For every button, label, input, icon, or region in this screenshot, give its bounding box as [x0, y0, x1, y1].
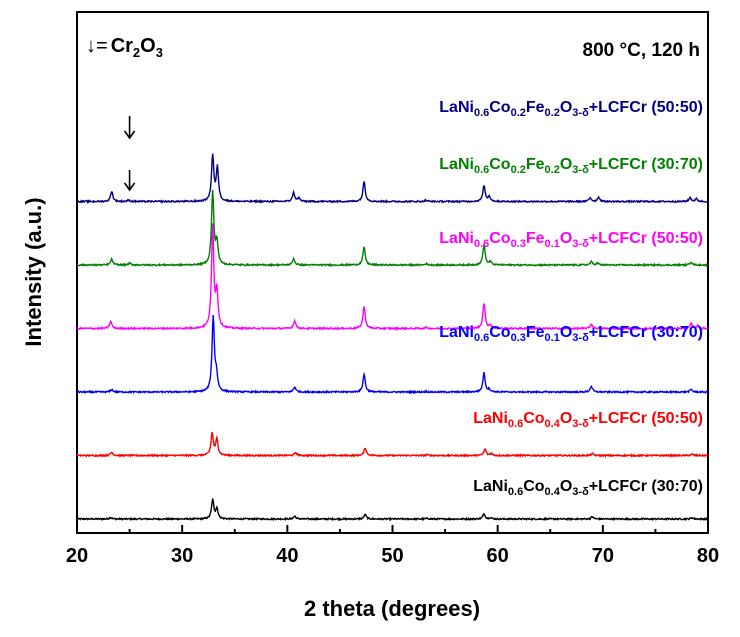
legend-symbol: Cr: [111, 35, 133, 57]
cr2o3-markers: [123, 116, 136, 192]
legend-mid: O: [140, 35, 156, 57]
series-labels: LaNi0.6Co0.4O3-δ+LCFCr (30:70) LaNi0.6Co0…: [439, 99, 703, 498]
series-label-3: LaNi0.6Co0.3Fe0.1O3-δ+LCFCr (30:70): [439, 324, 703, 344]
legend-equals: =: [96, 35, 108, 57]
cr2o3-arrowhead-1: [123, 130, 136, 140]
legend-sub1: 2: [133, 45, 140, 60]
x-tick-label: 70: [592, 545, 614, 567]
svg-text:↓=Cr2O3: ↓= Cr2O3: [86, 35, 163, 60]
series-trace-3: [76, 314, 709, 395]
series-trace-2: [76, 431, 709, 458]
series-label-5: LaNi0.6Co0.2Fe0.2O3-δ+LCFCr (30:70): [439, 156, 703, 176]
legend-cr2o3: ↓= Cr2O3: [86, 35, 163, 60]
x-tick-label: 50: [381, 545, 403, 567]
series-trace-4: [76, 223, 709, 331]
series-label-2: LaNi0.6Co0.4O3-δ+LCFCr (50:50): [473, 410, 703, 430]
y-axis-label: Intensity (a.u.): [21, 197, 46, 346]
x-ticks: 20 30 40 50 60 70 80: [66, 525, 719, 567]
x-tick-label: 40: [276, 545, 298, 567]
series-label-6: LaNi0.6Co0.2Fe0.2O3-δ+LCFCr (50:50): [439, 99, 703, 119]
x-tick-label: 30: [171, 545, 193, 567]
traces: [76, 153, 709, 522]
legend-arrow-icon: ↓: [86, 35, 96, 57]
series-trace-6: [76, 153, 709, 205]
x-axis-label: 2 theta (degrees): [304, 596, 480, 621]
x-tick-label: 80: [697, 545, 719, 567]
series-trace-5: [76, 189, 709, 268]
series-trace-1: [76, 498, 709, 522]
x-tick-label: 20: [66, 545, 88, 567]
legend-sub2: 3: [156, 45, 163, 60]
series-label-1: LaNi0.6Co0.4O3-δ+LCFCr (30:70): [473, 478, 703, 498]
series-label-4: LaNi0.6Co0.3Fe0.1O3-δ+LCFCr (50:50): [439, 230, 703, 250]
x-tick-label: 60: [487, 545, 509, 567]
cr2o3-arrowhead-2: [123, 182, 136, 192]
chart-title: 800 °C, 120 h: [583, 40, 700, 61]
